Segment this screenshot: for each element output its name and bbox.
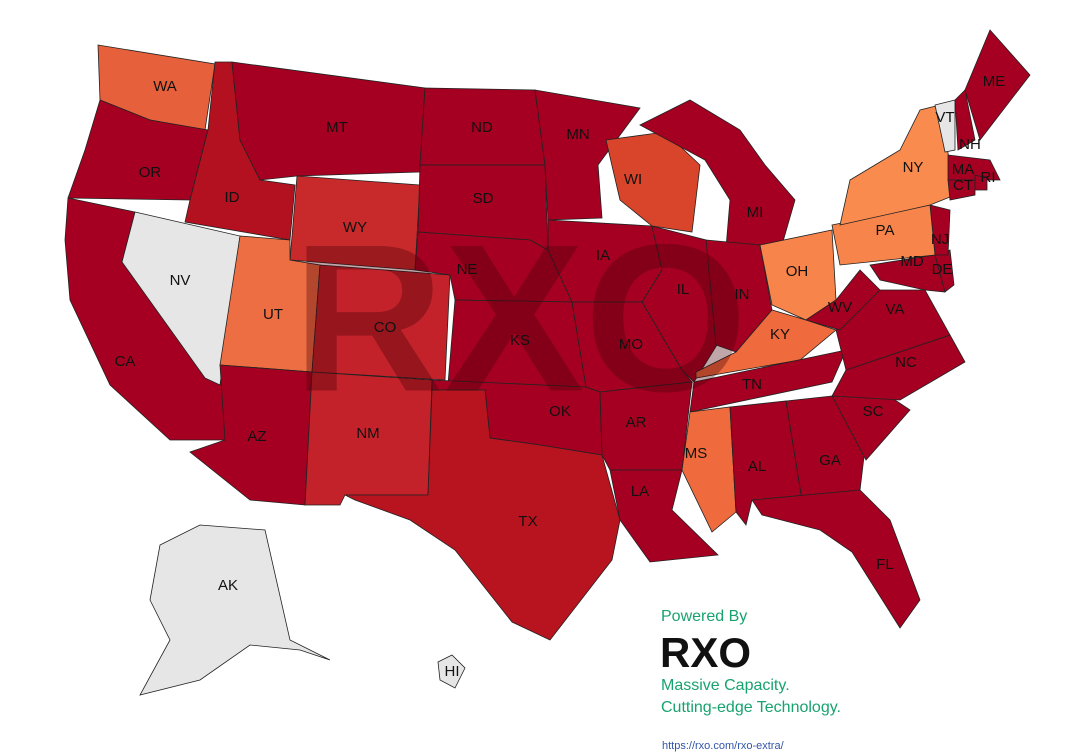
- state-shape: [869, 254, 946, 293]
- state-label: MO: [619, 336, 643, 353]
- state-label: CO: [374, 319, 397, 336]
- state-label: DE: [932, 261, 953, 278]
- state-labels: WA OR CA NV ID MT WY UT CO AZ NM ND SD NE KS OK TX MN IA MO…: [115, 73, 1006, 680]
- state-label: HI: [445, 663, 460, 680]
- state-label: MA: [952, 161, 975, 178]
- state-shape: [805, 269, 881, 331]
- state-label: FL: [876, 556, 894, 573]
- state-label: IA: [596, 247, 610, 264]
- watermark: RXO: [292, 200, 747, 435]
- state-label: NY: [903, 159, 924, 176]
- state-shape: [751, 489, 921, 629]
- state-label: MS: [685, 445, 708, 462]
- state-shape: [947, 179, 976, 201]
- state-label: OK: [549, 403, 571, 420]
- state-label: NE: [457, 261, 478, 278]
- state-label: MN: [566, 126, 589, 143]
- state-shape: [689, 349, 847, 413]
- state-label: ME: [983, 73, 1006, 90]
- state-label: AZ: [247, 428, 266, 445]
- state-label: IN: [735, 286, 750, 303]
- state-shape: [947, 154, 1001, 181]
- state-shape: [681, 406, 737, 533]
- state-label: AK: [218, 577, 238, 594]
- state-label: OR: [139, 164, 162, 181]
- state-label: TN: [742, 376, 762, 393]
- state-label: ND: [471, 119, 493, 136]
- state-label: TX: [518, 513, 537, 530]
- state-label: CT: [953, 177, 973, 194]
- state-label: NM: [356, 425, 379, 442]
- tagline: Massive Capacity.: [661, 677, 790, 694]
- state-label: MD: [900, 253, 923, 270]
- state-label: MI: [747, 204, 764, 221]
- state-label: WA: [153, 78, 177, 95]
- state-label: RI: [981, 169, 996, 186]
- state-shape: [934, 99, 956, 153]
- state-label: NC: [895, 354, 917, 371]
- tagline: Cutting-edge Technology.: [661, 699, 841, 716]
- state-shape: [954, 89, 976, 151]
- state-shape: [437, 654, 466, 689]
- state-shape: [121, 211, 241, 386]
- state-shape: [139, 524, 331, 696]
- state-label: KY: [770, 326, 790, 343]
- state-label: PA: [876, 222, 895, 239]
- logo: RXO: [660, 629, 751, 676]
- state-label: WY: [343, 219, 367, 236]
- state-label: LA: [631, 483, 649, 500]
- state-label: WV: [828, 299, 852, 316]
- state-shape: [974, 174, 988, 191]
- state-shape: [695, 309, 837, 379]
- url-link[interactable]: https://rxo.com/rxo-extra/: [662, 740, 785, 752]
- powered-by: Powered By: [661, 608, 747, 625]
- state-shape: [639, 99, 796, 249]
- state-label: WI: [624, 171, 642, 188]
- state-label: AL: [748, 458, 766, 475]
- state-label: UT: [263, 306, 283, 323]
- state-shape: [311, 264, 451, 381]
- state-label: KS: [510, 332, 530, 349]
- state-shape: [964, 29, 1031, 141]
- state-label: OH: [786, 263, 809, 280]
- states: [64, 29, 1031, 696]
- state-label: VT: [935, 109, 954, 126]
- state-label: GA: [819, 452, 841, 469]
- state-label: MT: [326, 119, 348, 136]
- state-label: VA: [886, 301, 905, 318]
- state-label: NH: [959, 136, 981, 153]
- state-shape: [344, 389, 621, 641]
- state-label: SC: [863, 403, 884, 420]
- state-shape: [534, 89, 641, 221]
- state-label: SD: [473, 190, 494, 207]
- state-label: CA: [115, 353, 136, 370]
- state-label: IL: [677, 281, 690, 298]
- state-label: AR: [626, 414, 647, 431]
- state-label: NJ: [931, 231, 949, 248]
- state-label: NV: [170, 272, 191, 289]
- state-label: ID: [225, 189, 240, 206]
